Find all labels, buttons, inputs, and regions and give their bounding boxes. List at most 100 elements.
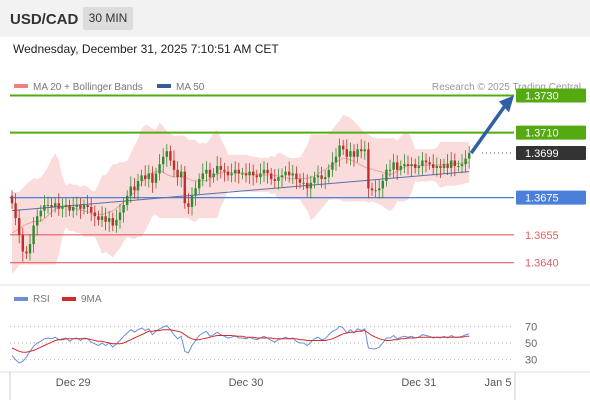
candle-body xyxy=(226,171,230,176)
price-label: 1.3710 xyxy=(525,128,559,140)
candle-body xyxy=(356,149,359,157)
candle-body xyxy=(144,175,147,180)
candle-body xyxy=(360,149,363,152)
legend-swatch xyxy=(14,297,28,301)
legend-swatch xyxy=(62,297,76,301)
candle-body xyxy=(10,195,14,204)
candle-body xyxy=(176,169,179,178)
candle-body xyxy=(140,175,143,181)
candle-body xyxy=(162,156,165,165)
candle-body xyxy=(50,205,53,207)
candle-body xyxy=(334,156,338,163)
candle-body xyxy=(43,205,46,211)
candle-body xyxy=(338,145,341,157)
chart-datetime: Wednesday, December 31, 2025 7:10:51 AM … xyxy=(13,42,279,56)
candle-body xyxy=(21,234,24,252)
candle-body xyxy=(298,179,302,183)
candle-body xyxy=(399,166,402,170)
price-label-box xyxy=(516,88,586,103)
candle-body xyxy=(450,160,453,168)
x-tick-label: Dec 29 xyxy=(56,377,91,389)
candle-body xyxy=(345,149,348,157)
ma50-line xyxy=(11,171,470,212)
candle-body xyxy=(183,171,186,204)
chart-header-bar: USD/CAD 30 MIN xyxy=(0,0,590,37)
candle-body xyxy=(75,205,78,207)
candle-body xyxy=(237,169,240,174)
candle-body xyxy=(90,206,93,213)
candle-body xyxy=(82,205,86,209)
candle-body xyxy=(216,166,219,174)
candle-body xyxy=(136,180,140,191)
candle-body xyxy=(18,218,21,235)
candle-body xyxy=(252,171,255,176)
candle-body xyxy=(129,186,132,196)
price-label: 1.3730 xyxy=(525,90,559,102)
candle-body xyxy=(320,175,323,180)
candle-body xyxy=(241,173,244,175)
candle-body xyxy=(342,145,345,150)
candle-body xyxy=(424,160,428,163)
candle-body xyxy=(86,205,89,207)
candle-body xyxy=(410,164,413,167)
candle-body xyxy=(255,175,258,178)
candle-body xyxy=(201,173,204,180)
legend-swatch xyxy=(157,84,171,88)
candle-body xyxy=(158,164,161,174)
candle-body xyxy=(147,173,150,180)
candle-body xyxy=(14,203,17,219)
candle-body xyxy=(270,173,273,180)
timeframe-button[interactable]: 30 MIN xyxy=(83,7,133,30)
candle-body xyxy=(457,166,460,168)
candle-body xyxy=(374,190,377,192)
candle-body xyxy=(36,216,39,226)
candle-body xyxy=(284,171,287,176)
candle-body xyxy=(64,205,68,207)
candle-body xyxy=(352,151,356,157)
candle-body xyxy=(313,177,316,183)
candle-body xyxy=(212,173,215,178)
candle-body xyxy=(25,251,28,254)
candle-body xyxy=(367,149,370,189)
candle-body xyxy=(180,171,183,178)
candle-body xyxy=(280,175,284,178)
price-label: 1.3675 xyxy=(525,193,559,205)
candle-body xyxy=(190,195,194,207)
candle-body xyxy=(460,164,464,167)
candle-body xyxy=(378,188,381,191)
candle-body xyxy=(403,164,406,167)
candle-body xyxy=(302,182,305,184)
candle-body xyxy=(331,162,334,170)
candle-body xyxy=(39,210,42,217)
candle-body xyxy=(223,169,226,172)
candle-body xyxy=(57,203,60,209)
candle-body xyxy=(406,164,410,167)
candle-body xyxy=(414,164,417,168)
candle-body xyxy=(417,166,420,168)
candle-body xyxy=(219,166,222,170)
candle-body xyxy=(54,203,57,207)
candle-body xyxy=(316,175,320,178)
candle-body xyxy=(349,151,352,157)
ma20-line xyxy=(11,157,470,234)
candle-body xyxy=(385,169,388,181)
x-tick-label: Jan 5 xyxy=(485,377,512,389)
candle-body xyxy=(111,218,114,226)
candle-body xyxy=(93,212,96,217)
candle-body xyxy=(118,212,122,220)
candle-body xyxy=(154,173,158,183)
candle-body xyxy=(28,244,32,254)
candle-body xyxy=(248,171,251,176)
candle-body xyxy=(388,169,392,171)
candle-body xyxy=(439,166,442,168)
candle-body xyxy=(295,173,298,180)
candle-body xyxy=(363,149,366,152)
rsi-tick-label: 30 xyxy=(525,355,537,367)
candle-body xyxy=(277,177,280,181)
price-label-box xyxy=(516,125,586,140)
candle-body xyxy=(72,206,75,211)
candle-body xyxy=(468,153,471,159)
attribution-text: Research © 2025 Trading Central xyxy=(432,82,581,93)
price-label: 1.3640 xyxy=(525,258,559,270)
candle-body xyxy=(61,206,64,209)
